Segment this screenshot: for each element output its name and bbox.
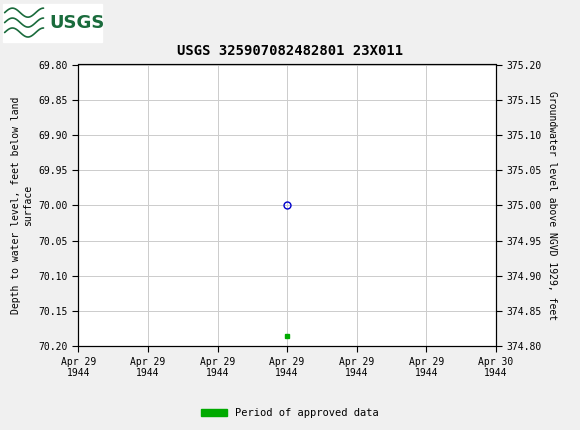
Text: USGS 325907082482801 23X011: USGS 325907082482801 23X011: [177, 44, 403, 58]
Y-axis label: Groundwater level above NGVD 1929, feet: Groundwater level above NGVD 1929, feet: [547, 91, 557, 320]
Legend: Period of approved data: Period of approved data: [197, 404, 383, 423]
Bar: [3, 3, 102, 42]
Y-axis label: Depth to water level, feet below land
surface: Depth to water level, feet below land su…: [12, 97, 33, 314]
Text: USGS: USGS: [49, 14, 104, 31]
